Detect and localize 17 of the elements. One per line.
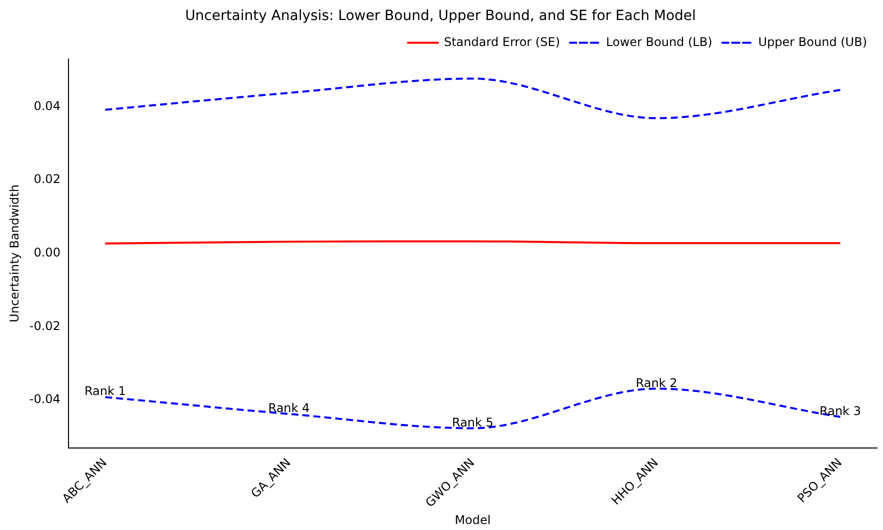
legend-label: Upper Bound (UB) bbox=[758, 34, 868, 49]
y-tick-label: -0.04 bbox=[29, 392, 60, 406]
annotation: Rank 4 bbox=[268, 401, 310, 416]
legend-label: Lower Bound (LB) bbox=[606, 34, 712, 49]
y-tick-label: 0.04 bbox=[34, 98, 60, 113]
chart-title: Uncertainty Analysis: Lower Bound, Upper Bound, and SE for Each Model bbox=[185, 8, 696, 24]
y-tick-label: 0.02 bbox=[34, 172, 60, 186]
annotation: Rank 5 bbox=[452, 415, 494, 430]
line-series bbox=[104, 78, 842, 120]
legend-label: Standard Error (SE) bbox=[444, 34, 560, 49]
y-axis-title: Uncertainty Bandwidth bbox=[7, 184, 22, 322]
y-tick-label: 0.00 bbox=[34, 246, 60, 260]
annotation: Rank 1 bbox=[84, 384, 126, 398]
y-tick-label: -0.02 bbox=[29, 318, 60, 333]
annotation: Rank 3 bbox=[820, 404, 861, 418]
annotation: Rank 2 bbox=[636, 376, 678, 390]
x-axis-title: Model bbox=[454, 512, 491, 527]
